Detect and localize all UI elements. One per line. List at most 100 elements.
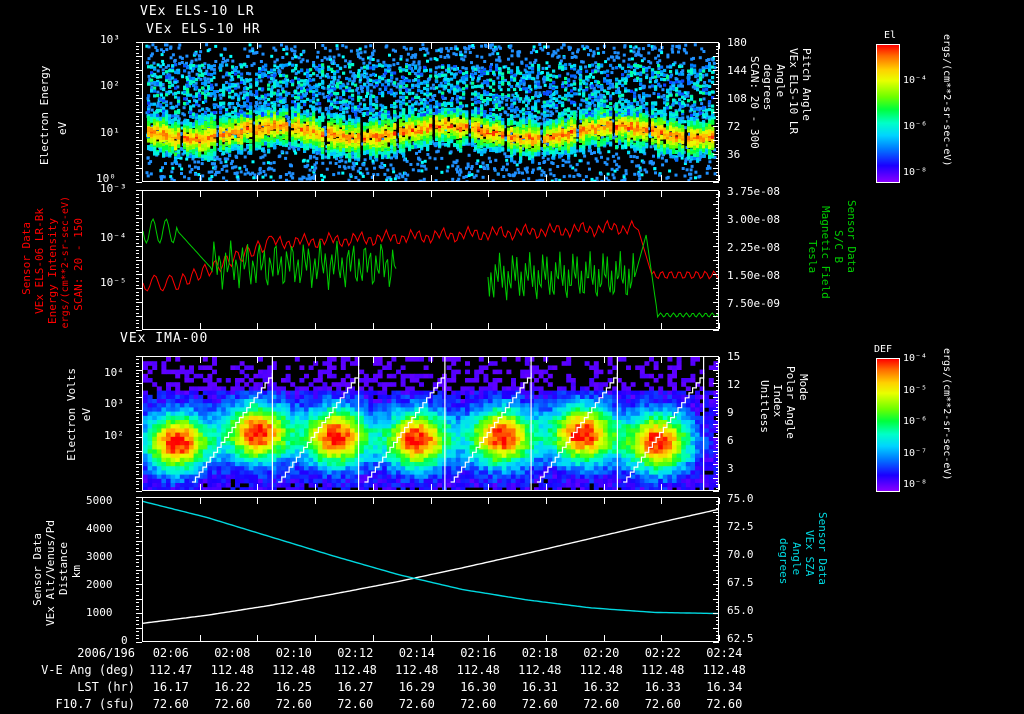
bottom-ve-ang-cell: 112.48	[571, 663, 633, 677]
panel1-y-tick	[136, 154, 142, 155]
panel3-y-tick	[713, 397, 719, 398]
panel4-y-tick	[713, 642, 719, 643]
panel3-right-label-line2: Polar Angle	[784, 366, 797, 439]
panel1-y-tick	[136, 151, 139, 152]
panel2-y-tick	[716, 257, 719, 258]
panel2-x-tick	[488, 191, 489, 197]
panel3-x-tick	[488, 484, 489, 490]
panel2-x-tick	[604, 323, 605, 329]
panel4-y-tick	[716, 562, 719, 563]
panel4-y-tick	[716, 602, 719, 603]
panel4-y-tick	[136, 584, 142, 585]
panel3-y-tick	[136, 430, 139, 431]
panel3-x-tick	[142, 484, 143, 490]
panel3-y-tick	[136, 420, 139, 421]
panel2-y-tick	[716, 309, 719, 310]
panel4-y-tick	[136, 537, 139, 538]
panel4-y-tick	[136, 526, 142, 527]
panel2-left-label-line3: Energy Intensity	[46, 218, 59, 324]
panel2-x-tick	[315, 191, 316, 197]
panel3-y-tick	[713, 478, 719, 479]
panel2-y-tick	[136, 302, 142, 303]
panel2-x-tick	[719, 323, 720, 329]
panel3-x-tick	[315, 357, 316, 363]
panel3-y-tick	[716, 376, 719, 377]
panel2-y-tick	[713, 330, 719, 331]
panel4-y-tick	[716, 617, 719, 618]
panel4-y-tick	[713, 613, 719, 614]
panel3-y-tick	[713, 491, 719, 492]
panel1-y-tick	[716, 116, 719, 117]
panel1-right-tick-4: 36	[727, 148, 740, 161]
panel1-y-tick	[716, 165, 719, 166]
panel4-y-tick	[136, 642, 142, 643]
panel2-y-tick	[136, 313, 139, 314]
panel1-y-tick	[713, 98, 719, 99]
panel1-right-tick-2: 108	[727, 92, 747, 105]
panel2-x-tick	[719, 191, 720, 197]
bottom-ve-ang-cell: 112.48	[509, 663, 571, 677]
panel2-y-tick	[716, 327, 719, 328]
panel2-y-tick	[136, 309, 139, 310]
panel3-right-label-line1: Mode	[797, 374, 810, 401]
panel2-y-tick	[136, 274, 142, 275]
panel3-x-tick	[604, 357, 605, 363]
bottom-time-cell: 02:24	[694, 646, 756, 660]
panel2-x-tick	[142, 191, 143, 197]
panel2-y-tick	[716, 320, 719, 321]
panel2-x-tick	[488, 323, 489, 329]
bottom-f107-cell: 72.60	[632, 697, 694, 711]
panel4-left-label-line2: VEx Alt/Venus/Pd	[44, 520, 57, 626]
bottom-row-label-3: F10.7 (sfu)	[10, 697, 135, 711]
panel1-left-tick-0: 10³	[100, 33, 120, 46]
panel4-y-tick	[136, 504, 139, 505]
panel2-x-tick	[315, 323, 316, 329]
panel4-y-tick	[716, 638, 719, 639]
panel4-x-tick	[257, 498, 258, 504]
panel1-x-tick	[431, 43, 432, 49]
panel4-x-tick	[488, 635, 489, 641]
panel1-y-tick	[136, 105, 139, 106]
panel1-plot-area[interactable]	[142, 42, 719, 182]
panel3-y-tick	[716, 488, 719, 489]
panel4-plot-area[interactable]	[142, 497, 719, 642]
panel4-y-tick	[716, 537, 719, 538]
panel4-y-tick	[136, 577, 139, 578]
panel1-y-tick	[716, 77, 719, 78]
panel4-y-tick	[716, 530, 719, 531]
panel1-y-tick	[136, 144, 139, 145]
panel1-y-tick	[136, 81, 139, 82]
panel4-right-label-line2: VEx SZA	[803, 530, 816, 576]
panel2-y-tick	[713, 218, 719, 219]
panel1-x-tick	[315, 175, 316, 181]
panel4-x-tick	[661, 635, 662, 641]
panel4-y-tick	[716, 519, 719, 520]
panel2-y-tick	[716, 229, 719, 230]
bottom-time-cell: 02:12	[325, 646, 387, 660]
bottom-lst-cell: 16.22	[202, 680, 264, 694]
panel3-colorbar-units: ergs/(cm**2-sr-sec-eV)	[940, 348, 953, 480]
panel2-y-tick	[716, 306, 719, 307]
panel4-x-tick	[200, 635, 201, 641]
bottom-f107-cell: 72.60	[509, 697, 571, 711]
panel1-x-tick	[546, 175, 547, 181]
panel4-y-tick	[136, 497, 142, 498]
panel2-plot-area[interactable]	[142, 190, 719, 330]
panel1-y-tick	[716, 123, 719, 124]
bottom-time-cell: 02:06	[140, 646, 202, 660]
panel4-x-tick	[488, 498, 489, 504]
panel3-y-tick	[716, 467, 719, 468]
panel3-y-tick	[136, 376, 139, 377]
panel2-x-tick	[604, 191, 605, 197]
panel2-y-tick	[136, 278, 139, 279]
panel1-y-tick	[136, 116, 139, 117]
panel3-y-tick	[136, 390, 139, 391]
panel1-y-tick	[136, 98, 142, 99]
panel1-y-tick	[136, 119, 139, 120]
panel2-y-tick	[136, 295, 139, 296]
panel1-x-tick	[200, 175, 201, 181]
panel3-plot-area[interactable]	[142, 356, 719, 491]
panel3-y-tick	[136, 481, 139, 482]
panel2-y-tick	[136, 218, 142, 219]
panel2-y-tick	[136, 225, 139, 226]
